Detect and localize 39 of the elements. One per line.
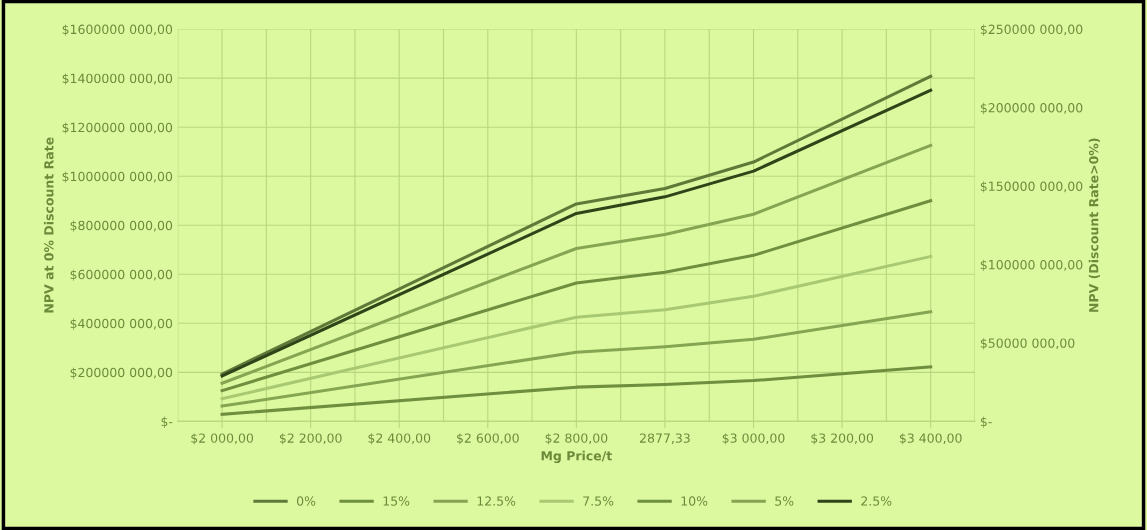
legend-label: 12.5% (477, 496, 516, 506)
x-axis-title: Mg Price/t (541, 450, 612, 463)
x-tick-label: $2 800,00 (545, 433, 608, 445)
legend-label: 7.5% (583, 496, 614, 506)
line-series (220, 254, 933, 401)
y-tick-label: $400000 000,00 (70, 318, 173, 330)
x-tick-label: $2 200,00 (279, 433, 342, 445)
x-tick-label: $2 400,00 (368, 433, 431, 445)
y-tick-label: $600000 000,00 (70, 269, 173, 281)
legend-label: 2.5% (861, 496, 892, 506)
x-tick-label: $3 000,00 (722, 433, 785, 445)
legend-label: 5% (775, 496, 794, 506)
x-tick-label: 2877,33 (640, 433, 690, 445)
y-tick-label: $1600000 000,00 (62, 24, 173, 36)
y-tick-label: $800000 000,00 (70, 220, 173, 232)
y2-tick-label: $200000 000,00 (980, 102, 1083, 115)
y-tick-label: $1400000 000,00 (62, 73, 173, 85)
y2-tick-label: $50000 000,00 (980, 338, 1075, 350)
y-tick-label: $- (161, 416, 173, 428)
x-tick-label: $3 400,00 (899, 433, 962, 445)
legend-label: 15% (383, 496, 410, 506)
y2-tick-label: $100000 000,00 (980, 259, 1083, 272)
line-series (220, 365, 933, 416)
x-tick-label: $2 600,00 (457, 433, 519, 445)
y-axis-title: NPV at 0% Discount Rate (43, 137, 54, 313)
line-series (220, 310, 933, 408)
legend-label: 10% (681, 496, 708, 506)
y-tick-label: $1000000 000,00 (62, 171, 173, 183)
line-series (220, 143, 933, 385)
x-tick-label: $2 000,00 (191, 433, 254, 445)
y-tick-label: $1200000 000,00 (62, 122, 173, 134)
y2-tick-label: $150000 000,00 (980, 181, 1083, 193)
line-series (220, 199, 933, 393)
y2-tick-label: $250000 000,00 (980, 24, 1083, 36)
x-tick-label: $3 200,00 (811, 433, 874, 445)
y2-tick-label: $- (980, 416, 992, 428)
y-tick-label: $200000 000,00 (70, 367, 173, 379)
legend-label: 0% (296, 496, 316, 506)
y2-axis-title: NPV (Discount Rate>0%) (1088, 138, 1100, 312)
